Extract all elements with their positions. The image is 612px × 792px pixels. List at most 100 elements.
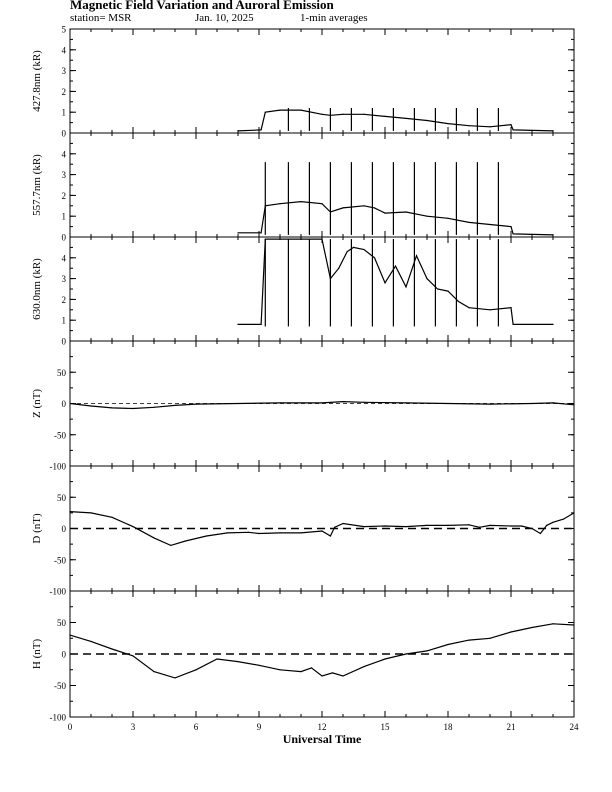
data-point bbox=[573, 404, 575, 406]
data-point bbox=[237, 130, 239, 132]
data-point bbox=[489, 309, 491, 311]
data-point bbox=[321, 238, 323, 240]
data-point bbox=[510, 631, 512, 633]
data-point bbox=[279, 109, 281, 111]
y-tick-label: -100 bbox=[50, 587, 67, 597]
data-point bbox=[363, 666, 365, 668]
y-tick-label: 4 bbox=[62, 45, 67, 55]
data-point bbox=[346, 250, 348, 253]
data-point bbox=[405, 526, 407, 528]
data-point bbox=[195, 669, 197, 671]
data-point bbox=[363, 401, 365, 403]
series-line bbox=[237, 109, 554, 132]
data-point bbox=[132, 655, 134, 657]
data-point bbox=[260, 232, 262, 234]
data-point bbox=[373, 257, 376, 259]
data-point bbox=[170, 544, 172, 546]
data-point bbox=[331, 672, 334, 674]
data-point bbox=[468, 524, 470, 526]
data-point bbox=[531, 527, 533, 530]
data-point bbox=[489, 126, 491, 128]
data-point bbox=[153, 406, 155, 408]
panel-5: -100 -50 0 50 H (nT) bbox=[31, 590, 575, 723]
data-point bbox=[447, 123, 449, 125]
data-point bbox=[468, 221, 470, 224]
data-point bbox=[384, 115, 386, 117]
y-tick-label: 0 bbox=[62, 337, 67, 347]
data-point bbox=[247, 531, 250, 533]
y-tick-label: -50 bbox=[54, 430, 66, 440]
data-point bbox=[300, 109, 302, 111]
y-tick-label: 3 bbox=[62, 274, 67, 284]
data-point bbox=[90, 405, 92, 407]
data-point bbox=[329, 535, 331, 537]
data-point bbox=[384, 212, 386, 214]
data-point bbox=[342, 207, 344, 209]
data-point bbox=[447, 402, 449, 405]
x-tick-label: 6 bbox=[194, 722, 199, 732]
data-point bbox=[436, 288, 439, 290]
data-point bbox=[447, 643, 449, 646]
data-point bbox=[552, 402, 554, 404]
data-point bbox=[520, 525, 523, 527]
y-tick-label: 1 bbox=[62, 108, 67, 118]
data-point bbox=[237, 232, 239, 234]
data-point bbox=[405, 653, 407, 655]
data-point bbox=[531, 402, 533, 405]
data-point bbox=[300, 201, 302, 203]
data-point bbox=[69, 402, 71, 405]
data-point bbox=[373, 207, 376, 209]
data-point bbox=[111, 516, 113, 518]
data-point bbox=[512, 233, 514, 235]
series-line bbox=[69, 623, 575, 679]
data-point bbox=[174, 677, 176, 679]
data-point bbox=[573, 624, 575, 626]
data-point bbox=[279, 402, 281, 404]
data-point bbox=[512, 323, 514, 325]
y-tick-label: 2 bbox=[62, 295, 67, 305]
data-point bbox=[264, 111, 266, 113]
data-point bbox=[258, 532, 260, 535]
data-point bbox=[226, 532, 229, 534]
data-point bbox=[394, 265, 397, 267]
y-tick-label: 2 bbox=[62, 87, 67, 97]
data-point bbox=[426, 215, 428, 217]
data-point bbox=[310, 667, 313, 669]
data-point bbox=[342, 401, 344, 403]
data-point bbox=[468, 125, 470, 127]
data-point bbox=[69, 634, 71, 636]
data-point bbox=[321, 203, 323, 205]
series-line bbox=[238, 238, 553, 325]
y-tick-label: 50 bbox=[57, 618, 67, 628]
y-tick-label: 2 bbox=[62, 191, 67, 201]
data-point bbox=[279, 532, 281, 534]
y-tick-label: 0 bbox=[62, 129, 67, 139]
x-tick-label: 24 bbox=[570, 722, 580, 732]
x-tick-label: 21 bbox=[507, 722, 516, 732]
data-point bbox=[195, 403, 197, 405]
data-point bbox=[90, 640, 92, 643]
data-point bbox=[111, 407, 113, 409]
data-point bbox=[457, 300, 460, 303]
data-point bbox=[260, 129, 262, 131]
x-axis-label: Universal Time bbox=[283, 732, 362, 746]
y-tick-label: -100 bbox=[50, 462, 67, 472]
y-tick-label: -100 bbox=[50, 713, 67, 723]
y-axis-label: 427.8nm (kR) bbox=[31, 50, 43, 112]
data-point bbox=[237, 402, 239, 405]
x-tick-label: 9 bbox=[257, 722, 262, 732]
data-point bbox=[321, 402, 323, 404]
data-point bbox=[237, 660, 239, 663]
y-tick-label: 0 bbox=[62, 399, 67, 409]
data-point bbox=[447, 524, 449, 526]
data-point bbox=[132, 407, 134, 410]
data-point bbox=[184, 540, 187, 542]
data-point bbox=[321, 530, 323, 532]
data-point bbox=[342, 522, 344, 525]
y-tick-label: 0 bbox=[62, 650, 67, 660]
series-line bbox=[69, 400, 575, 410]
data-point bbox=[342, 113, 344, 115]
data-point bbox=[279, 238, 281, 240]
data-point bbox=[384, 282, 386, 284]
